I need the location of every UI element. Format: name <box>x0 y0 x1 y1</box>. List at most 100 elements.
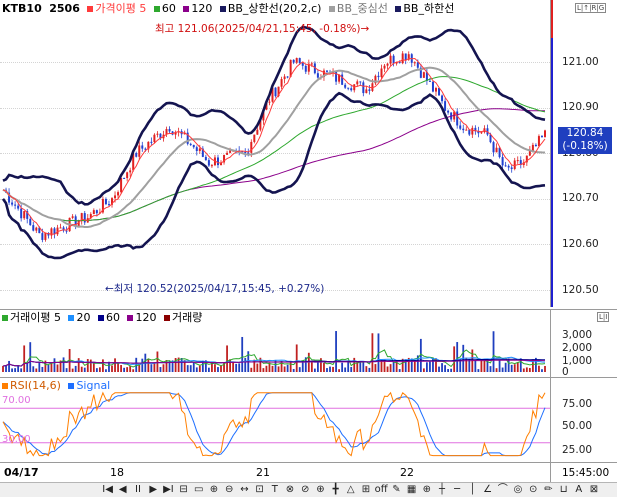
candle <box>465 129 468 131</box>
ma5-line <box>2 57 546 235</box>
candle <box>123 177 126 179</box>
volume-bar <box>183 360 186 372</box>
toolbar-button[interactable]: ╋ <box>332 484 339 495</box>
toolbar-button[interactable]: ⊡ <box>255 484 264 495</box>
candle <box>159 133 162 139</box>
toolbar-button[interactable]: ⊟ <box>179 484 188 495</box>
rsi-lower-band-label: 30.00 <box>2 434 31 445</box>
candle <box>204 156 207 161</box>
toolbar-button[interactable]: off <box>374 484 388 495</box>
toolbar-button[interactable]: ⊗ <box>285 484 295 495</box>
volume-bar <box>395 360 398 372</box>
candle <box>29 218 32 226</box>
volume-bar <box>198 365 201 372</box>
toolbar-button[interactable]: ⊖ <box>224 484 234 495</box>
volume-tick: 1,000 <box>562 355 593 367</box>
volume-bar <box>20 368 23 372</box>
candle <box>38 227 41 234</box>
volume-bar <box>453 346 456 372</box>
volume-bar <box>38 361 41 372</box>
panel-buttons-volume[interactable]: L|I <box>597 312 610 322</box>
volume-bar <box>371 333 374 372</box>
toolbar-button[interactable]: ⊞ <box>361 484 371 495</box>
volume-bar <box>250 367 253 372</box>
toolbar-button[interactable]: ↔ <box>240 484 249 495</box>
toolbar-button[interactable]: ─ <box>454 484 461 495</box>
toolbar-button[interactable]: ⊘ <box>300 484 310 495</box>
toolbar-button[interactable]: ◎ <box>513 484 523 495</box>
candle <box>226 152 229 155</box>
toolbar-button[interactable]: ◀ <box>118 484 127 495</box>
candle <box>498 147 501 158</box>
toolbar-button[interactable]: △ <box>346 484 355 495</box>
price-axis-marker <box>551 38 553 307</box>
candle <box>422 72 425 78</box>
volume-bar <box>313 368 316 372</box>
volume-bar <box>432 357 434 372</box>
candle <box>120 177 123 193</box>
rsi-chart[interactable] <box>0 378 550 463</box>
volume-bar <box>407 357 410 372</box>
volume-bar <box>204 360 207 372</box>
toolbar-button[interactable]: ┼ <box>438 484 445 495</box>
toolbar-button[interactable]: ⊠ <box>589 484 599 495</box>
volume-bar <box>283 366 286 372</box>
toolbar-button[interactable]: ✏ <box>544 484 553 495</box>
toolbar-button[interactable]: ⊙ <box>528 484 538 495</box>
candle <box>83 213 86 223</box>
rsi-panel: RSI(14,6) Signal 70.00 30.00 75.00 50.00… <box>0 377 617 463</box>
panel-buttons-price[interactable]: L|↑|R|G <box>575 3 607 13</box>
candle <box>144 148 147 150</box>
candle <box>386 63 389 66</box>
toolbar-button[interactable]: ▶I <box>163 484 174 495</box>
ma60-period: 60 <box>161 2 176 15</box>
volume-bar <box>138 364 141 372</box>
volume-bar <box>522 368 525 372</box>
toolbar-button[interactable]: ✎ <box>392 484 401 495</box>
toolbar-button[interactable]: │ <box>469 484 476 495</box>
candle <box>14 204 17 206</box>
candle <box>419 67 422 78</box>
vol-ma120-swatch <box>127 315 134 321</box>
candle <box>174 132 177 135</box>
toolbar-button[interactable]: II <box>135 484 141 495</box>
volume-bar <box>114 358 116 372</box>
toolbar-button[interactable]: ⌒ <box>497 484 508 495</box>
candle <box>480 132 483 134</box>
candle <box>286 76 289 78</box>
toolbar-button[interactable]: ∠ <box>483 484 493 495</box>
toolbar-button[interactable]: ▦ <box>406 484 417 495</box>
volume-chart[interactable] <box>0 310 550 377</box>
candle <box>77 221 80 227</box>
volume-bar <box>5 365 7 372</box>
candle <box>416 62 419 68</box>
volume-bar <box>162 364 165 372</box>
candle <box>168 129 171 132</box>
candle <box>20 208 23 219</box>
volume-bar <box>504 362 507 372</box>
toolbar-button[interactable]: T <box>271 484 278 495</box>
bb-lower-swatch <box>395 6 402 12</box>
toolbar-button[interactable]: ⊕ <box>209 484 219 495</box>
toolbar-button[interactable]: ⊕ <box>422 484 431 495</box>
candle <box>383 65 386 69</box>
candle <box>359 81 362 83</box>
vol-ma120-period: 120 <box>135 311 157 324</box>
candle <box>292 59 295 63</box>
volume-bar <box>265 365 268 372</box>
toolbar-button[interactable]: ⊔ <box>559 484 568 495</box>
volume-bar <box>410 358 413 372</box>
toolbar-button[interactable]: A <box>575 484 583 495</box>
bb-lower-label: BB_하한선 <box>403 2 455 15</box>
vol-ma120-line <box>2 359 546 367</box>
toolbar-button[interactable]: ⊕ <box>316 484 325 495</box>
volume-bar <box>195 367 198 372</box>
toolbar-button[interactable]: I◀ <box>102 484 113 495</box>
volume-bar <box>86 359 89 372</box>
volume-bar <box>489 366 492 372</box>
candle <box>32 225 35 231</box>
current-price-change: (-0.18%) <box>562 140 608 152</box>
toolbar-button[interactable]: ▶ <box>149 484 158 495</box>
toolbar-button[interactable]: ▭ <box>194 484 204 495</box>
price-chart[interactable] <box>0 0 550 307</box>
